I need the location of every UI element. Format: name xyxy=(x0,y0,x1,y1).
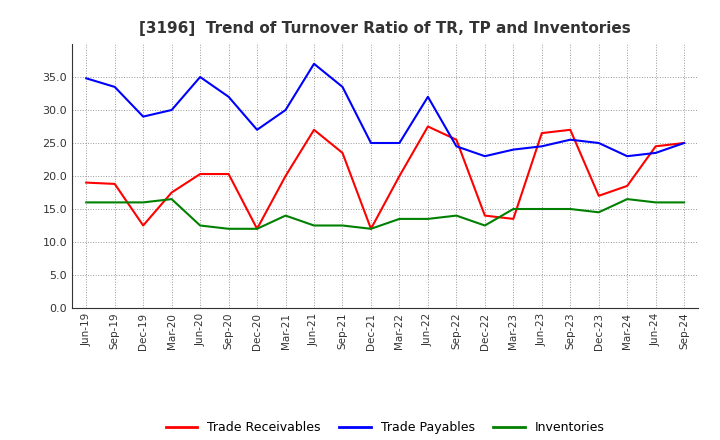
Inventories xyxy=(196,223,204,228)
Line: Trade Receivables: Trade Receivables xyxy=(86,127,684,229)
Trade Payables xyxy=(509,147,518,152)
Trade Receivables xyxy=(680,140,688,146)
Trade Payables xyxy=(82,76,91,81)
Inventories xyxy=(680,200,688,205)
Trade Receivables xyxy=(423,124,432,129)
Trade Receivables xyxy=(338,150,347,156)
Trade Payables xyxy=(225,94,233,99)
Trade Receivables xyxy=(623,183,631,188)
Trade Payables xyxy=(480,154,489,159)
Legend: Trade Receivables, Trade Payables, Inventories: Trade Receivables, Trade Payables, Inven… xyxy=(161,416,610,439)
Inventories xyxy=(537,206,546,212)
Trade Payables xyxy=(595,140,603,146)
Trade Receivables xyxy=(452,137,461,142)
Trade Receivables xyxy=(566,127,575,132)
Trade Receivables xyxy=(595,193,603,198)
Trade Receivables xyxy=(196,171,204,176)
Trade Payables xyxy=(338,84,347,90)
Inventories xyxy=(82,200,91,205)
Inventories xyxy=(253,226,261,231)
Inventories xyxy=(338,223,347,228)
Trade Receivables xyxy=(139,223,148,228)
Inventories xyxy=(652,200,660,205)
Inventories xyxy=(395,216,404,221)
Trade Receivables xyxy=(225,171,233,176)
Trade Payables xyxy=(110,84,119,90)
Trade Payables xyxy=(253,127,261,132)
Trade Payables xyxy=(566,137,575,142)
Trade Payables xyxy=(139,114,148,119)
Trade Receivables xyxy=(480,213,489,218)
Trade Payables xyxy=(423,94,432,99)
Trade Receivables xyxy=(253,226,261,231)
Trade Receivables xyxy=(110,181,119,187)
Trade Payables xyxy=(652,150,660,156)
Inventories xyxy=(480,223,489,228)
Trade Payables xyxy=(366,140,375,146)
Inventories xyxy=(225,226,233,231)
Trade Receivables xyxy=(537,130,546,136)
Trade Payables xyxy=(680,140,688,146)
Inventories xyxy=(423,216,432,221)
Inventories xyxy=(452,213,461,218)
Line: Trade Payables: Trade Payables xyxy=(86,64,684,156)
Title: [3196]  Trend of Turnover Ratio of TR, TP and Inventories: [3196] Trend of Turnover Ratio of TR, TP… xyxy=(140,21,631,36)
Inventories xyxy=(366,226,375,231)
Inventories xyxy=(623,196,631,202)
Inventories xyxy=(110,200,119,205)
Trade Receivables xyxy=(366,226,375,231)
Trade Receivables xyxy=(282,173,290,179)
Line: Inventories: Inventories xyxy=(86,199,684,229)
Trade Payables xyxy=(452,143,461,149)
Trade Receivables xyxy=(167,190,176,195)
Inventories xyxy=(595,210,603,215)
Trade Payables xyxy=(196,74,204,80)
Trade Payables xyxy=(167,107,176,113)
Trade Payables xyxy=(282,107,290,113)
Inventories xyxy=(282,213,290,218)
Trade Receivables xyxy=(395,173,404,179)
Trade Payables xyxy=(623,154,631,159)
Trade Receivables xyxy=(509,216,518,221)
Trade Payables xyxy=(395,140,404,146)
Trade Receivables xyxy=(652,143,660,149)
Inventories xyxy=(310,223,318,228)
Trade Payables xyxy=(310,61,318,66)
Inventories xyxy=(167,196,176,202)
Trade Receivables xyxy=(310,127,318,132)
Inventories xyxy=(139,200,148,205)
Inventories xyxy=(566,206,575,212)
Trade Receivables xyxy=(82,180,91,185)
Inventories xyxy=(509,206,518,212)
Trade Payables xyxy=(537,143,546,149)
